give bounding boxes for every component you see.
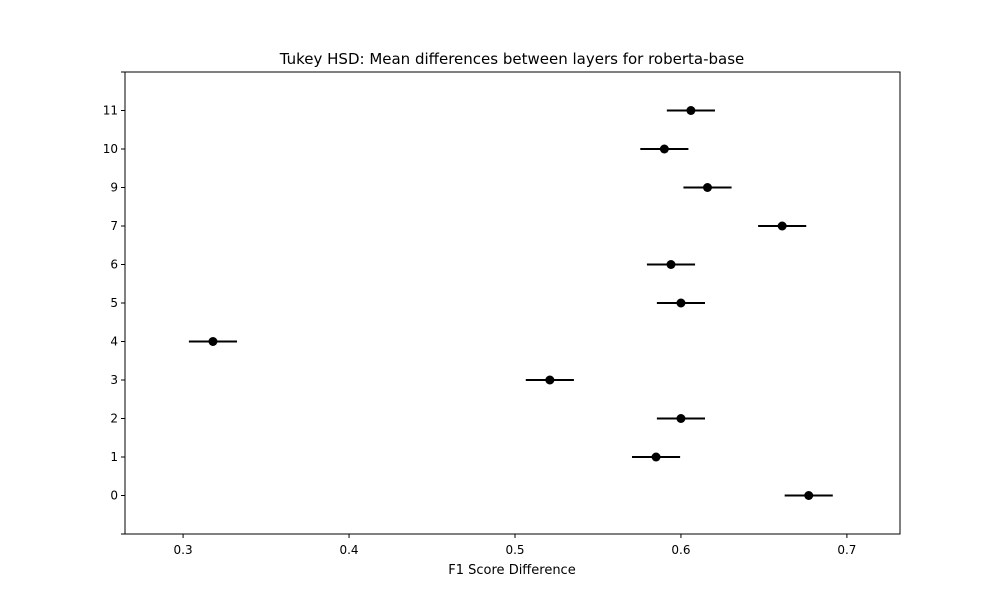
y-tick-label: 9	[110, 181, 118, 195]
mean-point	[676, 298, 686, 308]
mean-point	[659, 144, 669, 154]
y-tick-label: 1	[110, 450, 118, 464]
chart-marks	[188, 106, 833, 500]
chart-title: Tukey HSD: Mean differences between laye…	[279, 50, 745, 68]
y-tick-label: 5	[110, 296, 118, 310]
mean-point	[208, 337, 218, 346]
mean-point	[804, 491, 814, 500]
x-tick-label: 0.7	[837, 543, 856, 557]
y-tick-label: 6	[110, 258, 118, 272]
y-tick-label: 4	[110, 335, 118, 349]
y-tick-label: 3	[110, 373, 118, 387]
mean-point	[545, 375, 555, 385]
mean-point	[666, 260, 676, 269]
x-tick-label: 0.4	[339, 543, 358, 557]
mean-point	[777, 221, 787, 231]
x-axis: 0.3 0.4 0.5 0.6 0.7	[174, 534, 856, 557]
y-tick-label: 10	[103, 142, 118, 156]
x-tick-label: 0.5	[505, 543, 524, 557]
x-tick-label: 0.3	[174, 543, 193, 557]
mean-point	[676, 414, 686, 423]
mean-point	[651, 452, 661, 462]
x-tick-label: 0.6	[671, 543, 690, 557]
mean-point	[702, 183, 712, 192]
y-tick-label: 2	[110, 412, 118, 426]
y-axis: 0 1 2 3 4 5 6 7 9 10 11	[103, 71, 125, 535]
y-tick-label: 7	[110, 219, 118, 233]
y-tick-label: 0	[110, 489, 118, 503]
y-tick-label: 11	[103, 104, 118, 118]
mean-point	[686, 106, 696, 115]
x-axis-label: F1 Score Difference	[448, 563, 575, 578]
plot-frame	[124, 71, 901, 535]
